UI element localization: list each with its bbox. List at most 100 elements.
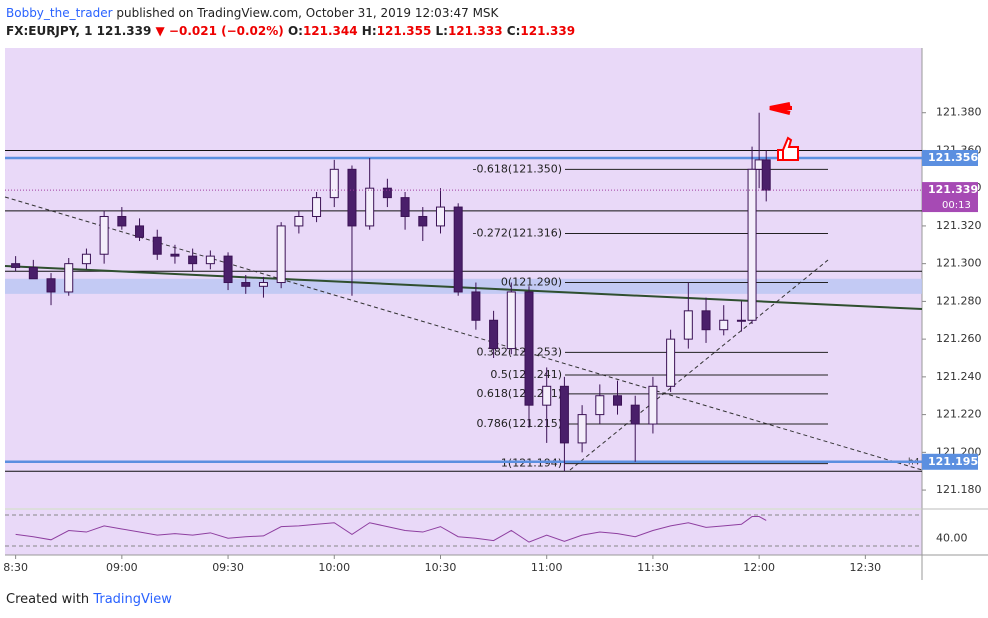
candle-body: [170, 253, 180, 257]
symbol: FX:EURJPY, 1: [6, 24, 93, 38]
published-text: published on TradingView.com, October 31…: [116, 6, 499, 20]
price-badge-label: 121.195: [928, 455, 978, 468]
change: ▼ −0.021 (−0.02%): [155, 24, 284, 38]
candle-body: [666, 338, 676, 387]
thumbs-up-icon: [777, 136, 799, 161]
close-label: C:: [506, 24, 521, 38]
candle-body: [365, 187, 375, 227]
fib-label: 1(121.194): [501, 457, 562, 470]
y-tick-label: 121.240: [936, 370, 982, 383]
x-tick-label: 8:30: [3, 561, 28, 574]
price-badge: [922, 182, 978, 213]
price-badge: [922, 150, 978, 166]
low: 121.333: [447, 24, 503, 38]
footer: Created with TradingView: [6, 592, 172, 607]
candle-body: [524, 291, 534, 406]
candle-body: [719, 319, 729, 331]
x-tick-label: 12:30: [849, 561, 881, 574]
candle-body: [117, 215, 127, 227]
candle-body: [312, 197, 322, 217]
fib-label: 0.786(121.215): [476, 417, 562, 430]
candle-body: [241, 282, 251, 287]
candle-body: [630, 404, 640, 425]
candle-body: [99, 215, 109, 255]
x-tick-label: 10:30: [425, 561, 457, 574]
x-tick-label: 11:00: [531, 561, 563, 574]
candle-body: [205, 255, 215, 265]
candle-body: [46, 278, 56, 293]
candle-body: [294, 215, 304, 227]
header-line-2: FX:EURJPY, 1 121.339 ▼ −0.021 (−0.02%) O…: [6, 22, 575, 40]
y-tick-label: 121.320: [936, 219, 982, 232]
candle-body: [435, 206, 445, 227]
candle-body: [542, 385, 552, 406]
header-line-1: Bobby_the_trader published on TradingVie…: [6, 4, 575, 22]
countdown: 00:13: [942, 200, 971, 211]
candle-body: [595, 395, 605, 416]
y-tick-label: 121.220: [936, 408, 982, 421]
author[interactable]: Bobby_the_trader: [6, 6, 113, 20]
open-label: O:: [287, 24, 303, 38]
trendline-dashed: [4, 196, 923, 471]
candle-body: [81, 253, 91, 265]
fib-label: 0(121.290): [501, 276, 562, 289]
trendline: [4, 265, 923, 310]
price-badge-label: 121.339: [928, 183, 978, 196]
candle-body: [258, 282, 268, 287]
price-badge-label: 121.356: [928, 151, 978, 164]
x-tick-label: 11:30: [637, 561, 669, 574]
y-tick-label: 121.380: [936, 106, 982, 119]
candle-body: [223, 255, 233, 284]
rsi-tick-label: 40.00: [936, 531, 968, 544]
candle-body: [747, 168, 757, 321]
fib-label: 0.618(121.231): [476, 387, 562, 400]
candle-body: [648, 385, 658, 425]
high-label: H:: [361, 24, 377, 38]
header: Bobby_the_trader published on TradingVie…: [6, 4, 575, 40]
brand[interactable]: TradingView: [93, 592, 172, 607]
candle-body: [11, 263, 21, 268]
high: 121.355: [376, 24, 432, 38]
candle-body: [736, 319, 746, 322]
open: 121.344: [302, 24, 358, 38]
candle-body: [559, 385, 569, 444]
candle-body: [276, 225, 286, 284]
candle-body: [188, 255, 198, 265]
close: 121.339: [520, 24, 576, 38]
x-tick-label: 09:30: [212, 561, 244, 574]
candle-body: [418, 215, 428, 227]
candle-body: [701, 310, 711, 331]
y-tick-label: 121.260: [936, 332, 982, 345]
candle-body: [683, 310, 693, 340]
candle-body: [761, 159, 771, 191]
candle-body: [453, 206, 463, 293]
candle-body: [152, 236, 162, 255]
candle-body: [577, 414, 587, 444]
low-label: L:: [435, 24, 448, 38]
fib-label: -0.272(121.316): [472, 226, 562, 239]
candle-body: [135, 225, 145, 238]
y-tick-label: 121.280: [936, 294, 982, 307]
candle-body: [471, 291, 481, 321]
x-tick-label: 09:00: [106, 561, 138, 574]
candle-body: [347, 168, 357, 227]
candle-body: [329, 168, 339, 199]
x-tick-label: 12:00: [743, 561, 775, 574]
zone: [5, 278, 922, 294]
price-badge: [922, 453, 978, 470]
candle-body: [400, 197, 410, 217]
x-tick-label: 10:00: [318, 561, 350, 574]
y-tick-label: 121.180: [936, 483, 982, 496]
red-arrow: [769, 102, 792, 115]
y-tick-label: 121.300: [936, 257, 982, 270]
created-with: Created with: [6, 592, 90, 607]
candle-body: [64, 263, 74, 293]
plot-background: [5, 48, 922, 508]
candle-body: [506, 291, 516, 350]
last-price: 121.339: [96, 24, 152, 38]
chart: 121.180121.200121.220121.240121.260121.2…: [3, 48, 988, 580]
candle-body: [613, 395, 623, 406]
candle-body: [382, 187, 392, 199]
fib-label: -0.618(121.350): [472, 162, 562, 175]
